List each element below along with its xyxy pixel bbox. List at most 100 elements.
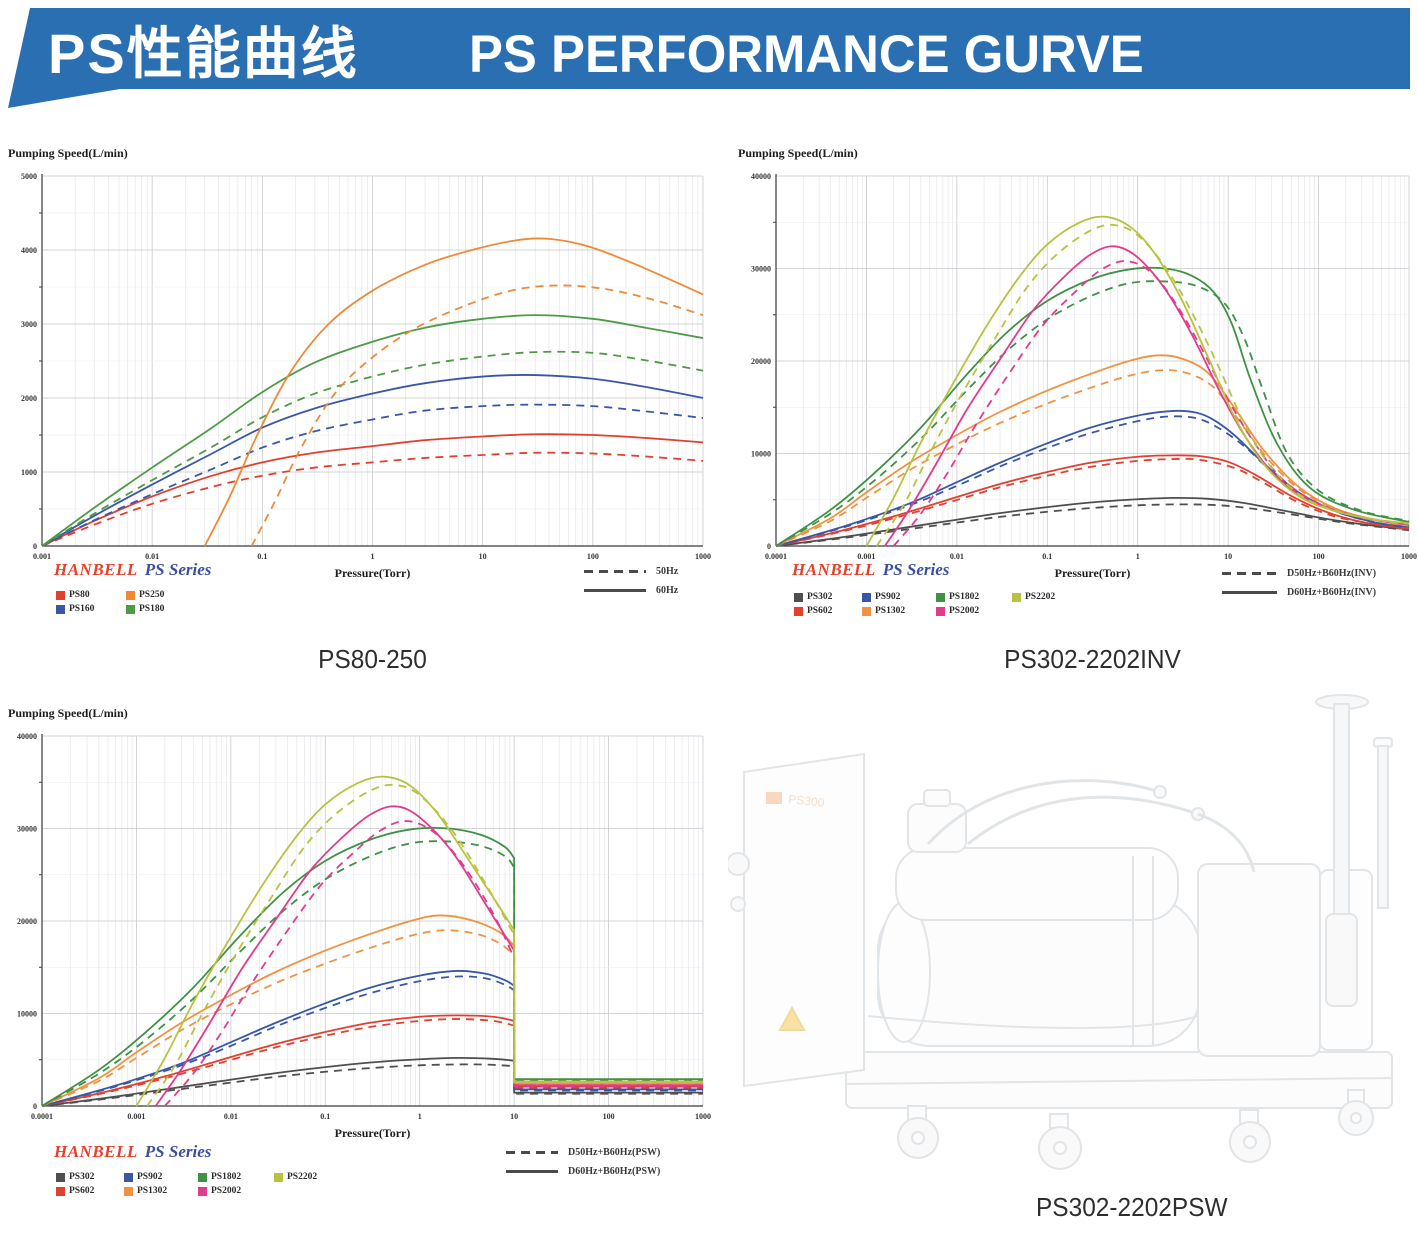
x-axis-label: Pressure(Torr) xyxy=(334,1126,411,1140)
legend-swatch xyxy=(936,606,945,616)
svg-text:0: 0 xyxy=(767,542,771,551)
svg-text:0.1: 0.1 xyxy=(320,1112,330,1121)
series-ps1802-d60hz xyxy=(775,266,1410,547)
header-banner: PS性能曲线 PS PERFORMANCE GURVE xyxy=(8,8,1410,108)
series-ps180-50hz xyxy=(41,350,704,547)
legend-swatch xyxy=(126,590,135,600)
chart-ps80-250: Pumping Speed(L/min) 0 1000 2000 3000 4000 50… xyxy=(6,146,712,686)
series-ps160-50hz xyxy=(41,403,704,547)
svg-text:1000: 1000 xyxy=(695,552,711,561)
legend-item-ps1302: PS1302 xyxy=(124,1186,186,1196)
svg-text:100: 100 xyxy=(603,1112,615,1121)
series-ps80-50hz xyxy=(41,451,704,547)
series-ps1302-d50hz xyxy=(775,369,1410,547)
line-legend-label: 60Hz xyxy=(656,585,679,596)
svg-text:0.001: 0.001 xyxy=(127,1112,145,1121)
series-ps302-d50hz xyxy=(41,1063,703,1107)
ps-series-wordmark: PS Series xyxy=(144,1142,212,1161)
exhaust-pipe xyxy=(1315,694,1393,1007)
svg-text:10000: 10000 xyxy=(751,449,771,458)
svg-text:0: 0 xyxy=(33,1102,37,1111)
svg-text:20000: 20000 xyxy=(17,917,37,926)
line-style-legend: D50Hz+B60Hz(INV) D60Hz+B60Hz(INV) xyxy=(1222,564,1376,602)
dashed-line-sample xyxy=(506,1151,558,1154)
svg-text:0: 0 xyxy=(33,542,37,551)
legend-label: PS602 xyxy=(69,1186,95,1196)
line-style-legend: D50Hz+B60Hz(PSW) D60Hz+B60Hz(PSW) xyxy=(506,1143,660,1181)
chart-ps302-2202inv: Pumping Speed(L/min) 0 10000 20000 30000 400… xyxy=(736,146,1418,686)
svg-text:40000: 40000 xyxy=(17,732,37,741)
svg-text:10000: 10000 xyxy=(17,1009,37,1018)
page-title-en: PS PERFORMANCE GURVE xyxy=(468,24,1144,84)
line-legend-label: D50Hz+B60Hz(INV) xyxy=(1287,568,1377,579)
hanbell-logo: HANBELL PS Series xyxy=(54,1142,211,1162)
dashed-line-sample xyxy=(584,570,646,573)
y-axis-label: Pumping Speed(L/min) xyxy=(8,706,128,720)
series-ps902-d50hz xyxy=(41,975,703,1107)
legend-label: PS302 xyxy=(69,1172,95,1182)
legend-label: PS2002 xyxy=(949,606,980,616)
hanbell-logo: HANBELL PS Series xyxy=(54,560,211,580)
svg-text:1000: 1000 xyxy=(695,1112,711,1121)
hanbell-logo: HANBELL PS Series xyxy=(792,560,949,580)
series-ps2202-d60hz xyxy=(865,215,1410,547)
legend-label: PS302 xyxy=(807,592,833,602)
legend-label: PS160 xyxy=(69,604,95,614)
hanbell-wordmark: HANBELL xyxy=(792,560,876,579)
hanbell-wordmark: HANBELL xyxy=(54,1142,138,1161)
svg-text:0.1: 0.1 xyxy=(257,552,267,561)
line-legend-entry: 50Hz xyxy=(584,562,678,581)
line-legend-label: D60Hz+B60Hz(PSW) xyxy=(568,1166,661,1177)
series-ps1802-d50hz xyxy=(775,280,1410,547)
motor-housing xyxy=(1197,863,1321,1057)
product-caption: PS302-2202PSW xyxy=(1036,1192,1228,1222)
series-ps160-60hz xyxy=(41,374,704,547)
series-ps302-d60hz xyxy=(775,496,1410,547)
series-ps302-d50hz xyxy=(775,503,1410,547)
series-ps602-d60hz xyxy=(41,1014,703,1107)
svg-text:10: 10 xyxy=(510,1112,518,1121)
legend-label: PS902 xyxy=(137,1172,163,1182)
legend-swatch xyxy=(274,1172,283,1182)
svg-text:0.0001: 0.0001 xyxy=(31,1112,53,1121)
legend-swatch xyxy=(1012,592,1021,602)
legend-item-ps160: PS160 xyxy=(56,604,114,614)
page-title-zh: PS性能曲线 xyxy=(48,22,359,85)
legend-swatch xyxy=(862,606,871,616)
series-ps250-60hz xyxy=(203,237,704,547)
plot-ps302-2202psw: 0 10000 20000 30000 40000 0.0001 0.001 0.01 0.1 1… xyxy=(17,732,711,1121)
legend-swatch xyxy=(794,592,803,602)
legend-item-ps602: PS602 xyxy=(794,606,850,616)
series-ps1802-d50hz xyxy=(41,840,703,1107)
legend-item-ps250: PS250 xyxy=(126,590,184,600)
legend-item-ps80: PS80 xyxy=(56,590,114,600)
line-legend-label: D50Hz+B60Hz(PSW) xyxy=(568,1147,661,1158)
legend-label: PS1802 xyxy=(949,592,980,602)
legend-swatch xyxy=(936,592,945,602)
solid-line-sample xyxy=(506,1170,558,1173)
series-ps902-d50hz xyxy=(775,415,1410,547)
series-ps2002-d60hz xyxy=(154,805,703,1107)
svg-text:10: 10 xyxy=(479,552,487,561)
line-legend-entry: D50Hz+B60Hz(PSW) xyxy=(506,1143,660,1162)
legend-item-ps902: PS902 xyxy=(862,592,924,602)
svg-text:3000: 3000 xyxy=(21,320,37,329)
series-ps2202-d50hz xyxy=(875,223,1410,547)
series-ps1302-d50hz xyxy=(41,929,703,1107)
svg-text:1000: 1000 xyxy=(21,468,37,477)
svg-text:1: 1 xyxy=(1136,552,1140,561)
series-ps1302-d60hz xyxy=(775,354,1410,547)
legend-item-ps302: PS302 xyxy=(794,592,850,602)
line-legend-entry: D60Hz+B60Hz(PSW) xyxy=(506,1162,660,1181)
legend-swatch xyxy=(126,604,135,614)
pump-gauge xyxy=(728,852,750,876)
legend-swatch xyxy=(56,604,65,614)
chart-caption: PS80-250 xyxy=(318,644,427,674)
svg-text:0.0001: 0.0001 xyxy=(765,552,787,561)
line-legend-entry: 60Hz xyxy=(584,581,678,600)
svg-text:1: 1 xyxy=(418,1112,422,1121)
legend-label: PS2202 xyxy=(287,1172,318,1182)
legend-item-ps1302: PS1302 xyxy=(862,606,924,616)
oil-tank xyxy=(907,803,967,853)
